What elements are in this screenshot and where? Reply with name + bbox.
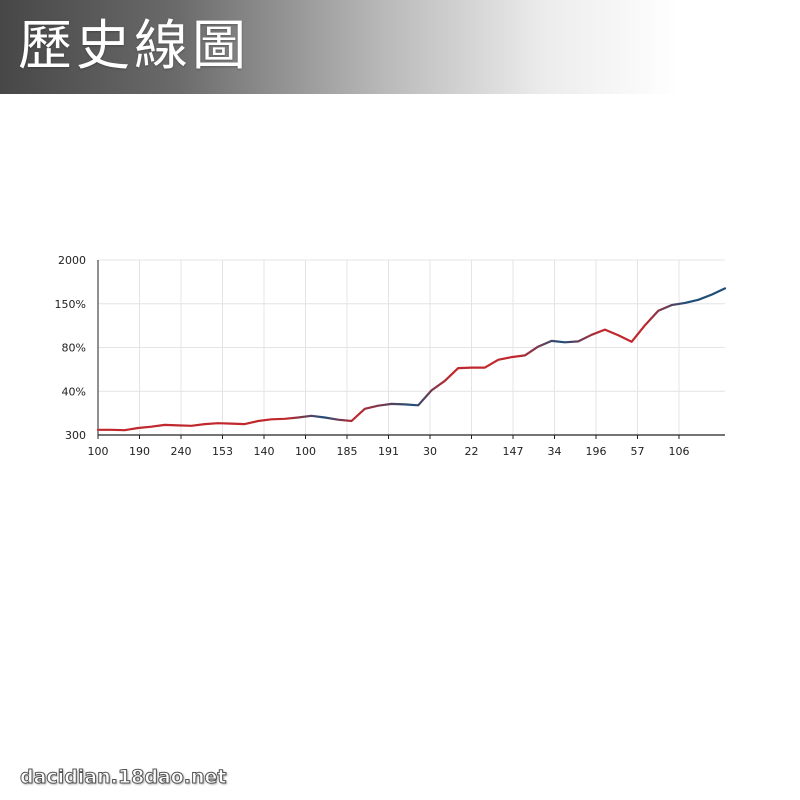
page-title: 歷史線圖 [18, 14, 250, 77]
x-tick-label: 190 [129, 445, 150, 458]
x-tick-label: 191 [378, 445, 399, 458]
x-tick-label: 100 [295, 445, 316, 458]
x-tick-label: 30 [423, 445, 437, 458]
y-tick-label: 150% [55, 298, 86, 311]
watermark-text: dacidian.18dao.net [20, 766, 228, 789]
x-tick-label: 106 [669, 445, 690, 458]
x-tick-label: 57 [631, 445, 645, 458]
x-tick-label: 34 [548, 445, 562, 458]
x-tick-label: 153 [212, 445, 233, 458]
x-tick-label: 196 [586, 445, 607, 458]
series-line [96, 287, 727, 432]
x-tick-label: 147 [503, 445, 524, 458]
y-tick-label: 300 [65, 429, 86, 442]
history-line-chart: 300 40% 80% 150% 2000 100 190 240 153 140 100 185 19… [40, 240, 740, 480]
chart-svg: 300 40% 80% 150% 2000 100 190 240 153 140 100 185 19… [55, 254, 727, 458]
x-tick-label: 140 [254, 445, 275, 458]
y-tick-label: 40% [62, 385, 86, 398]
x-tick-label: 185 [337, 445, 358, 458]
x-tick-label: 240 [171, 445, 192, 458]
x-tick-label: 100 [88, 445, 109, 458]
y-tick-label: 2000 [58, 254, 86, 267]
y-tick-label: 80% [62, 342, 86, 355]
header-banner: 歷史線圖 [0, 0, 800, 94]
x-tick-label: 22 [465, 445, 479, 458]
